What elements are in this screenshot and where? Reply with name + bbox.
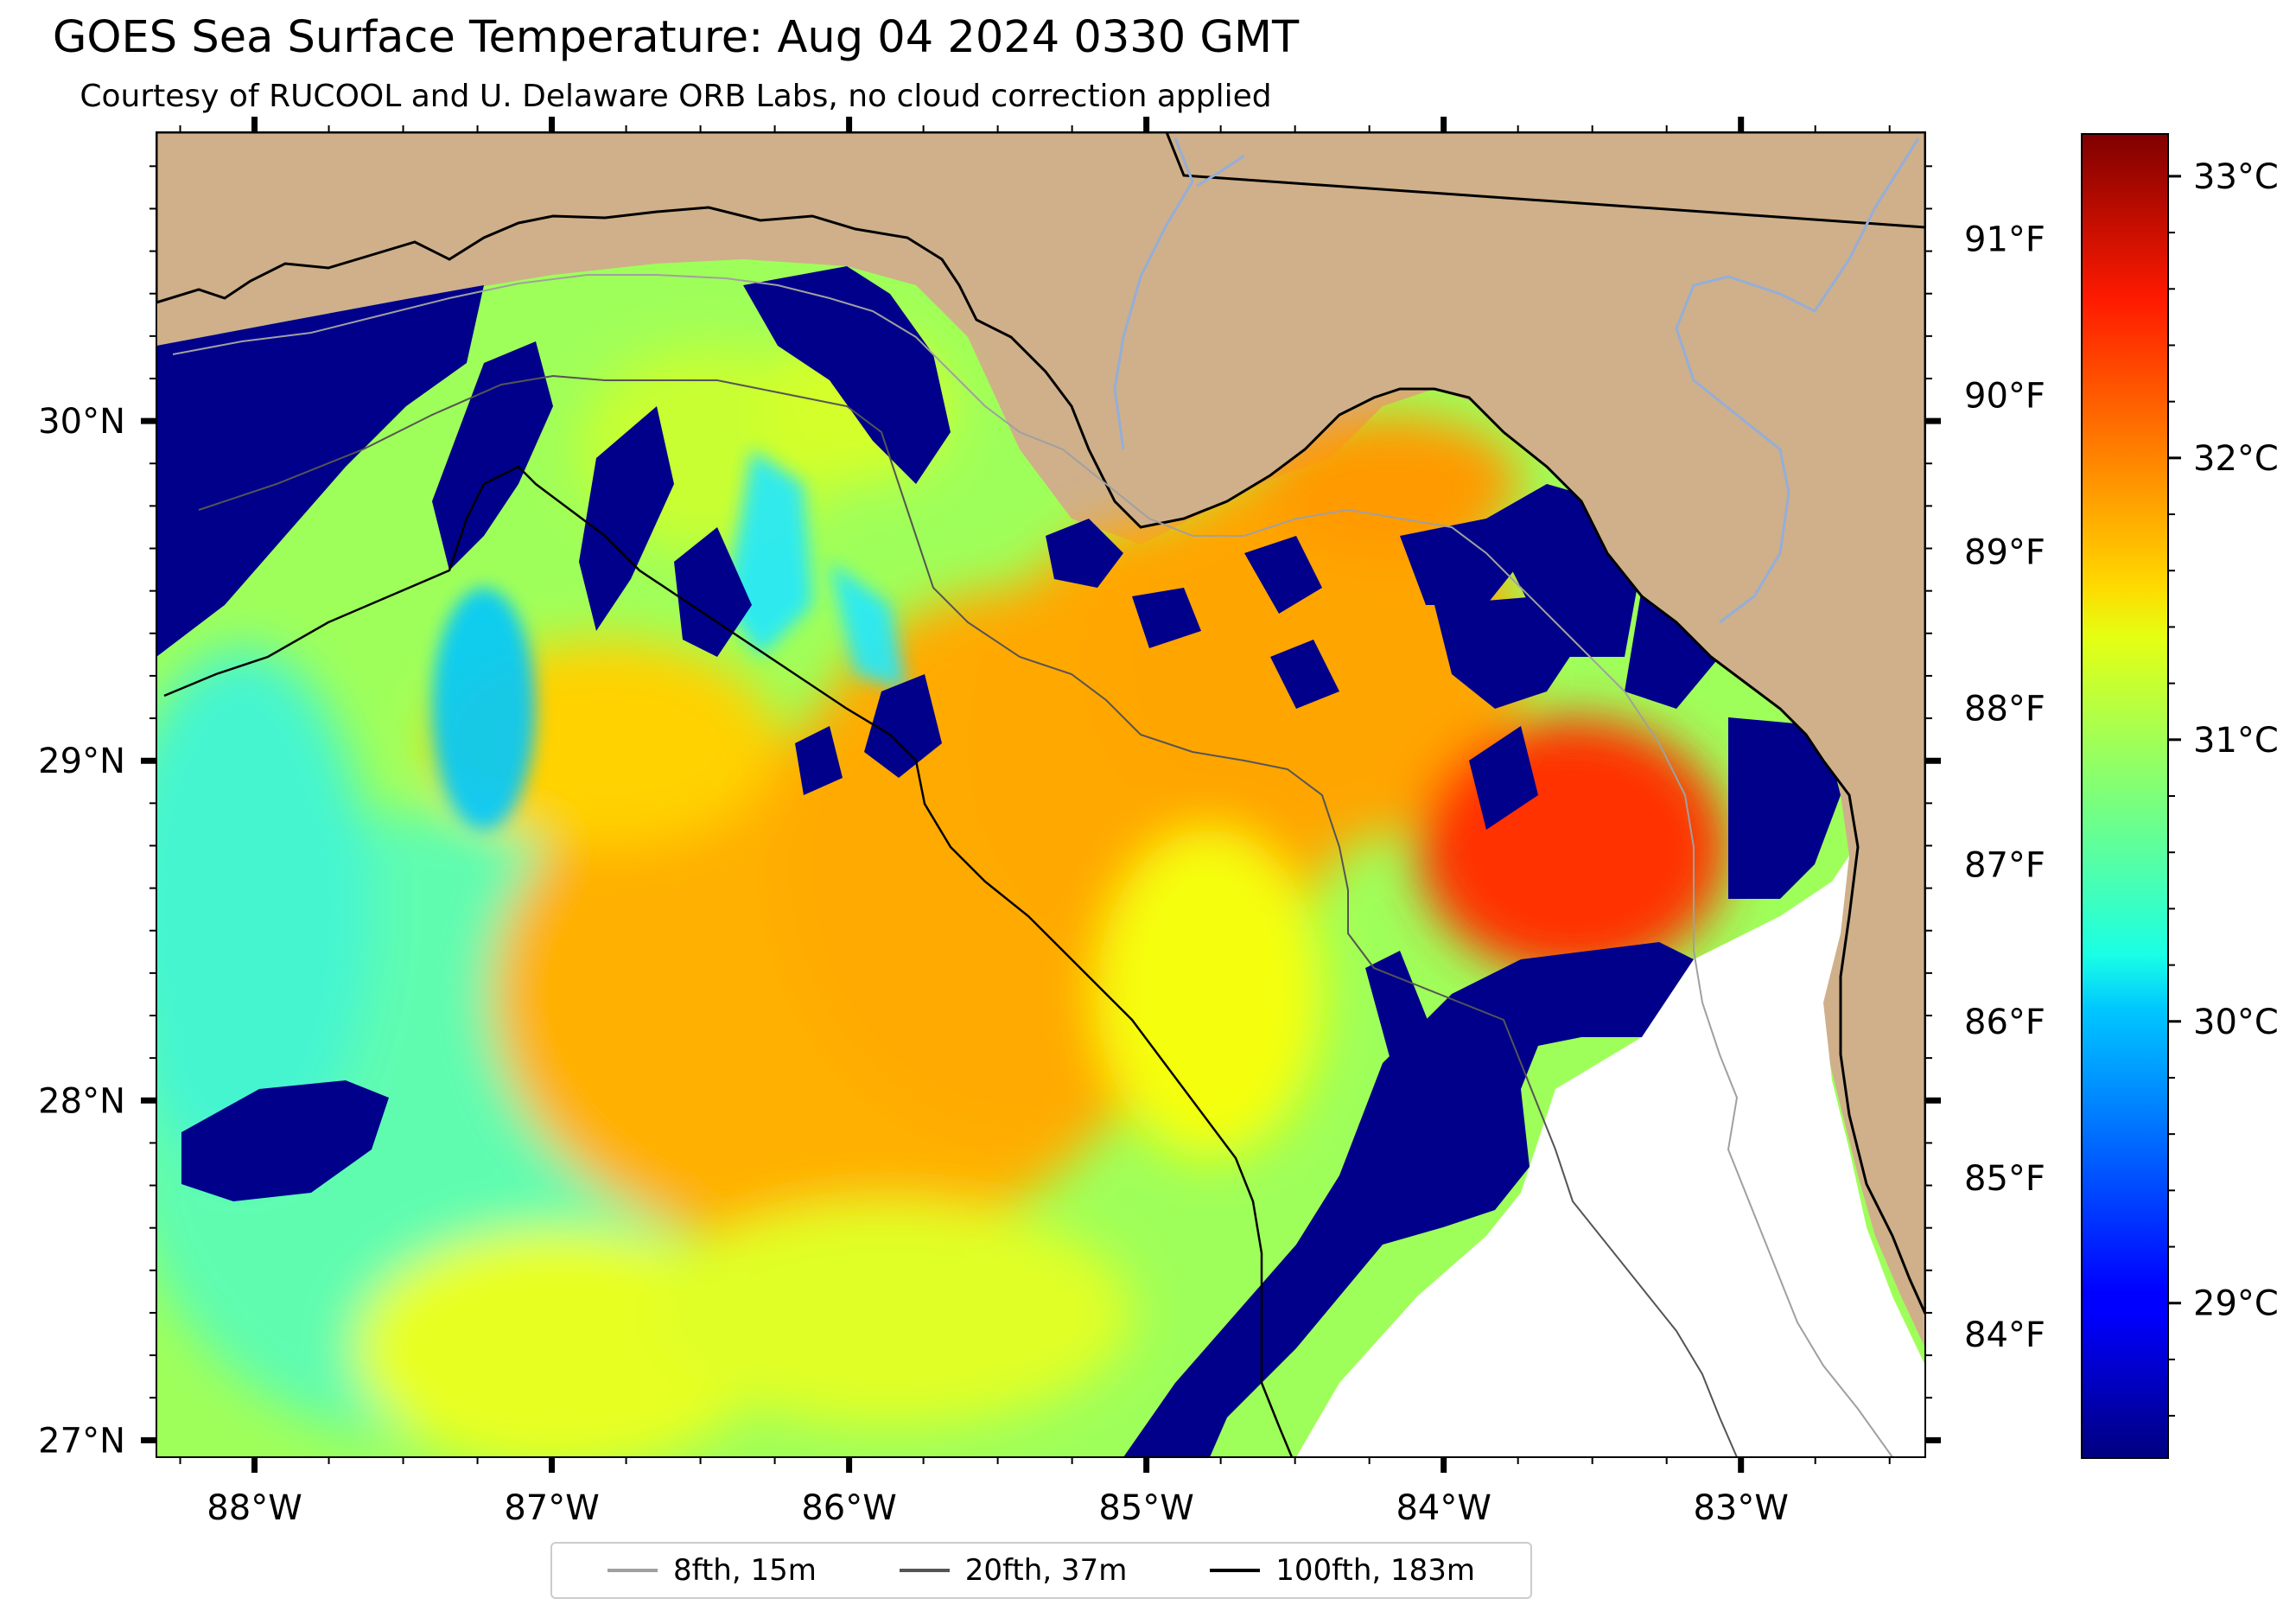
isobath-100fth xyxy=(163,465,1294,1457)
lon-tick-label: 84°W xyxy=(1396,1488,1491,1528)
fahrenheit-tick-label: 91°F xyxy=(1964,220,2045,259)
legend-item-8fth: 8fth, 15m xyxy=(607,1553,817,1588)
rivers xyxy=(1113,137,1920,624)
fahrenheit-tick-label: 84°F xyxy=(1964,1315,2045,1355)
lon-tick-label: 87°W xyxy=(504,1488,599,1528)
legend-label: 100fth, 183m xyxy=(1275,1553,1476,1588)
fahrenheit-tick-label: 90°F xyxy=(1964,376,2045,416)
map-subtitle: Courtesy of RUCOOL and U. Delaware ORB L… xyxy=(80,79,1272,114)
state-border xyxy=(1165,132,1925,229)
isobath-8fth xyxy=(172,274,1893,1457)
celsius-tick-label: 29°C xyxy=(2193,1284,2279,1324)
legend-item-20fth: 20fth, 37m xyxy=(899,1553,1128,1588)
no-data-region xyxy=(1296,856,1925,1457)
lon-tick-label: 88°W xyxy=(207,1488,302,1528)
map-axes: 88°W 87°W 86°W 85°W 84°W 83°W 30°N 29°N 28°N 27°N… xyxy=(38,117,2045,1528)
legend-swatch-20fth xyxy=(899,1569,950,1572)
map-title: GOES Sea Surface Temperature: Aug 04 202… xyxy=(52,12,1300,63)
lat-tick-label: 28°N xyxy=(38,1081,125,1121)
fahrenheit-tick-label: 89°F xyxy=(1964,533,2045,573)
colorbar-axes: 29°C 30°C 31°C 32°C 33°C xyxy=(2168,157,2279,1417)
isobath-20fth xyxy=(198,374,1738,1457)
colorbar xyxy=(2081,133,2169,1459)
lon-tick-label: 83°W xyxy=(1693,1488,1788,1528)
celsius-tick-label: 30°C xyxy=(2193,1003,2279,1042)
lon-tick-label: 86°W xyxy=(801,1488,896,1528)
fahrenheit-tick-label: 86°F xyxy=(1964,1003,2045,1042)
fahrenheit-tick-label: 85°F xyxy=(1964,1159,2045,1199)
lat-tick-label: 30°N xyxy=(38,402,125,442)
legend-label: 20fth, 37m xyxy=(964,1553,1128,1588)
celsius-tick-label: 33°C xyxy=(2193,157,2279,197)
isobath-legend: 8fth, 15m 20fth, 37m 100fth, 183m xyxy=(550,1542,1532,1599)
lat-tick-label: 27°N xyxy=(38,1421,125,1461)
legend-swatch-100fth xyxy=(1210,1569,1261,1572)
lon-tick-label: 85°W xyxy=(1098,1488,1193,1528)
fahrenheit-tick-label: 87°F xyxy=(1964,846,2045,886)
land xyxy=(156,132,1925,1315)
celsius-tick-label: 31°C xyxy=(2193,721,2279,761)
legend-swatch-8fth xyxy=(607,1569,658,1572)
legend-item-100fth: 100fth, 183m xyxy=(1210,1553,1475,1588)
lat-tick-label: 29°N xyxy=(38,742,125,781)
legend-label: 8fth, 15m xyxy=(672,1553,817,1588)
celsius-tick-label: 32°C xyxy=(2193,439,2279,479)
fahrenheit-tick-label: 88°F xyxy=(1964,690,2045,729)
map-frame xyxy=(156,131,1926,1458)
